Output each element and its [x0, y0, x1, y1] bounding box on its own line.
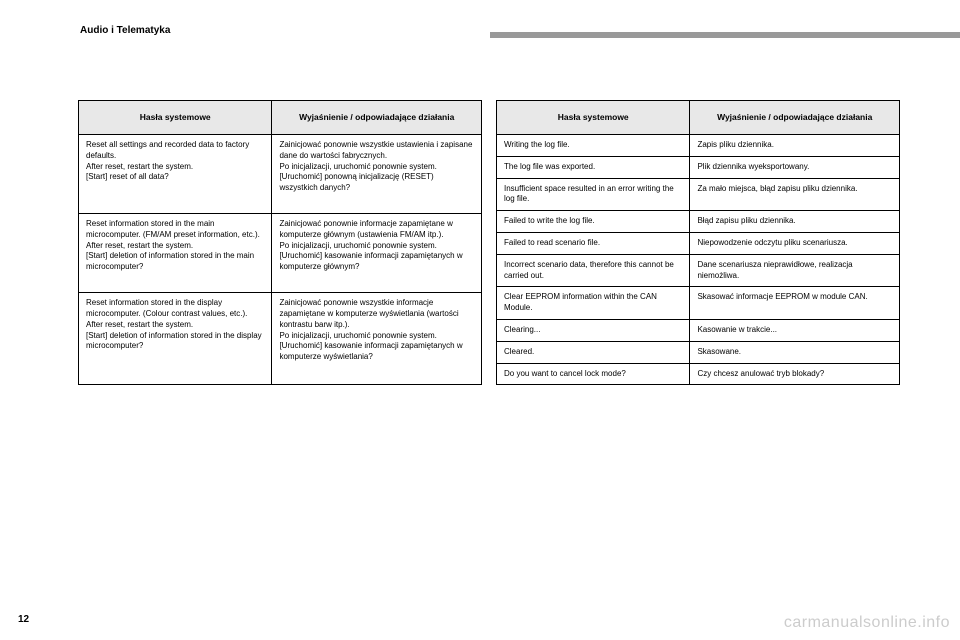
cell-explanation: Zainicjować ponownie wszystkie ustawieni… [272, 135, 482, 214]
table-header-row: Hasła systemowe Wyjaśnienie / odpowiadaj… [79, 101, 482, 135]
cell-system-word: Insufficient space resulted in an error … [497, 178, 690, 211]
col-header-explanation: Wyjaśnienie / odpowiadające działania [272, 101, 482, 135]
table-row: Failed to read scenario file.Niepowodzen… [497, 232, 900, 254]
table-row: Incorrect scenario data, therefore this … [497, 254, 900, 287]
manual-page: Audio i Telematyka Hasła systemowe Wyjaś… [0, 0, 960, 640]
col-header-system-words: Hasła systemowe [79, 101, 272, 135]
table-row: Writing the log file.Zapis pliku dzienni… [497, 135, 900, 157]
table-row: Reset information stored in the display … [79, 293, 482, 385]
col-header-system-words: Hasła systemowe [497, 101, 690, 135]
cell-explanation: Za mało miejsca, błąd zapisu pliku dzien… [690, 178, 900, 211]
cell-explanation: Skasować informacje EEPROM w module CAN. [690, 287, 900, 320]
cell-explanation: Dane scenariusza nieprawidłowe, realizac… [690, 254, 900, 287]
cell-explanation: Zainicjować ponownie wszystkie informacj… [272, 293, 482, 385]
header-rule [490, 32, 960, 38]
cell-explanation: Kasowanie w trakcie... [690, 319, 900, 341]
cell-explanation: Niepowodzenie odczytu pliku scenariusza. [690, 232, 900, 254]
cell-explanation: Skasowane. [690, 341, 900, 363]
right-table: Hasła systemowe Wyjaśnienie / odpowiadaj… [496, 100, 900, 385]
table-row: Clear EEPROM information within the CAN … [497, 287, 900, 320]
cell-system-word: Reset information stored in the main mic… [79, 214, 272, 293]
table-row: The log file was exported.Plik dziennika… [497, 156, 900, 178]
cell-system-word: Incorrect scenario data, therefore this … [497, 254, 690, 287]
table-header-row: Hasła systemowe Wyjaśnienie / odpowiadaj… [497, 101, 900, 135]
section-title: Audio i Telematyka [80, 25, 170, 36]
cell-system-word: Reset information stored in the display … [79, 293, 272, 385]
table-row: Do you want to cancel lock mode?Czy chce… [497, 363, 900, 385]
cell-system-word: Cleared. [497, 341, 690, 363]
left-table: Hasła systemowe Wyjaśnienie / odpowiadaj… [78, 100, 482, 385]
cell-explanation: Czy chcesz anulować tryb blokady? [690, 363, 900, 385]
table-row: Failed to write the log file.Błąd zapisu… [497, 211, 900, 233]
watermark: carmanualsonline.info [784, 614, 950, 632]
table-row: Reset all settings and recorded data to … [79, 135, 482, 214]
table-row: Clearing...Kasowanie w trakcie... [497, 319, 900, 341]
cell-system-word: Do you want to cancel lock mode? [497, 363, 690, 385]
tables-container: Hasła systemowe Wyjaśnienie / odpowiadaj… [78, 100, 900, 385]
cell-explanation: Plik dziennika wyeksportowany. [690, 156, 900, 178]
cell-explanation: Błąd zapisu pliku dziennika. [690, 211, 900, 233]
page-number: 12 [18, 614, 29, 625]
cell-explanation: Zapis pliku dziennika. [690, 135, 900, 157]
cell-system-word: Failed to read scenario file. [497, 232, 690, 254]
cell-system-word: Clear EEPROM information within the CAN … [497, 287, 690, 320]
cell-system-word: Failed to write the log file. [497, 211, 690, 233]
table-row: Insufficient space resulted in an error … [497, 178, 900, 211]
table-row: Cleared.Skasowane. [497, 341, 900, 363]
cell-explanation: Zainicjować ponownie informacje zapamięt… [272, 214, 482, 293]
cell-system-word: Reset all settings and recorded data to … [79, 135, 272, 214]
table-row: Reset information stored in the main mic… [79, 214, 482, 293]
cell-system-word: The log file was exported. [497, 156, 690, 178]
col-header-explanation: Wyjaśnienie / odpowiadające działania [690, 101, 900, 135]
cell-system-word: Clearing... [497, 319, 690, 341]
cell-system-word: Writing the log file. [497, 135, 690, 157]
